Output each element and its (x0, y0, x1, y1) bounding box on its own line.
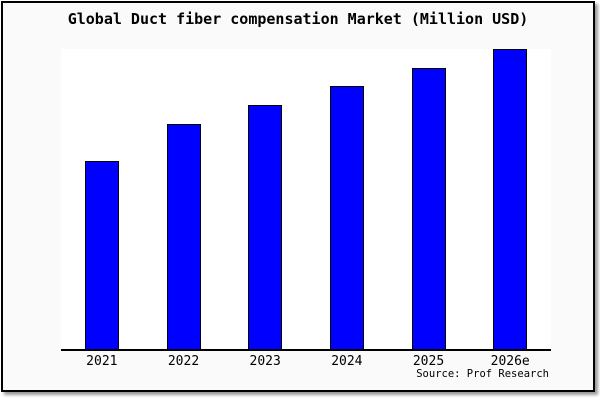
chart-title: Global Duct fiber compensation Market (M… (67, 10, 529, 28)
bar-slot-2021 (61, 49, 143, 349)
bar-2021 (84, 161, 119, 349)
x-tick-label-2023: 2023 (249, 354, 281, 369)
bar-slot-2026e (469, 49, 551, 349)
bar-2023 (248, 105, 283, 349)
x-tick-label-2024: 2024 (331, 354, 363, 369)
source-note: Source: Prof Research (416, 368, 549, 380)
x-axis-labels: 2021 2022 2023 2024 2025 2026e (61, 354, 551, 369)
x-tick-label-2025: 2025 (412, 354, 445, 369)
x-tick-label-2022: 2022 (167, 354, 200, 369)
chart-card: Global Duct fiber compensation Market (M… (1, 1, 595, 392)
bar-2026e (493, 49, 528, 349)
bar-2024 (329, 86, 364, 349)
x-tick-label-2026e: 2026e (490, 354, 530, 369)
bar-2022 (166, 124, 201, 349)
x-tick-label-2021: 2021 (86, 354, 118, 369)
bar-slot-2022 (143, 49, 225, 349)
bar-slot-2025 (388, 49, 470, 349)
bar-slot-2024 (306, 49, 388, 349)
bar-2025 (411, 68, 446, 349)
bar-slot-2023 (224, 49, 306, 349)
plot-area (61, 49, 551, 351)
